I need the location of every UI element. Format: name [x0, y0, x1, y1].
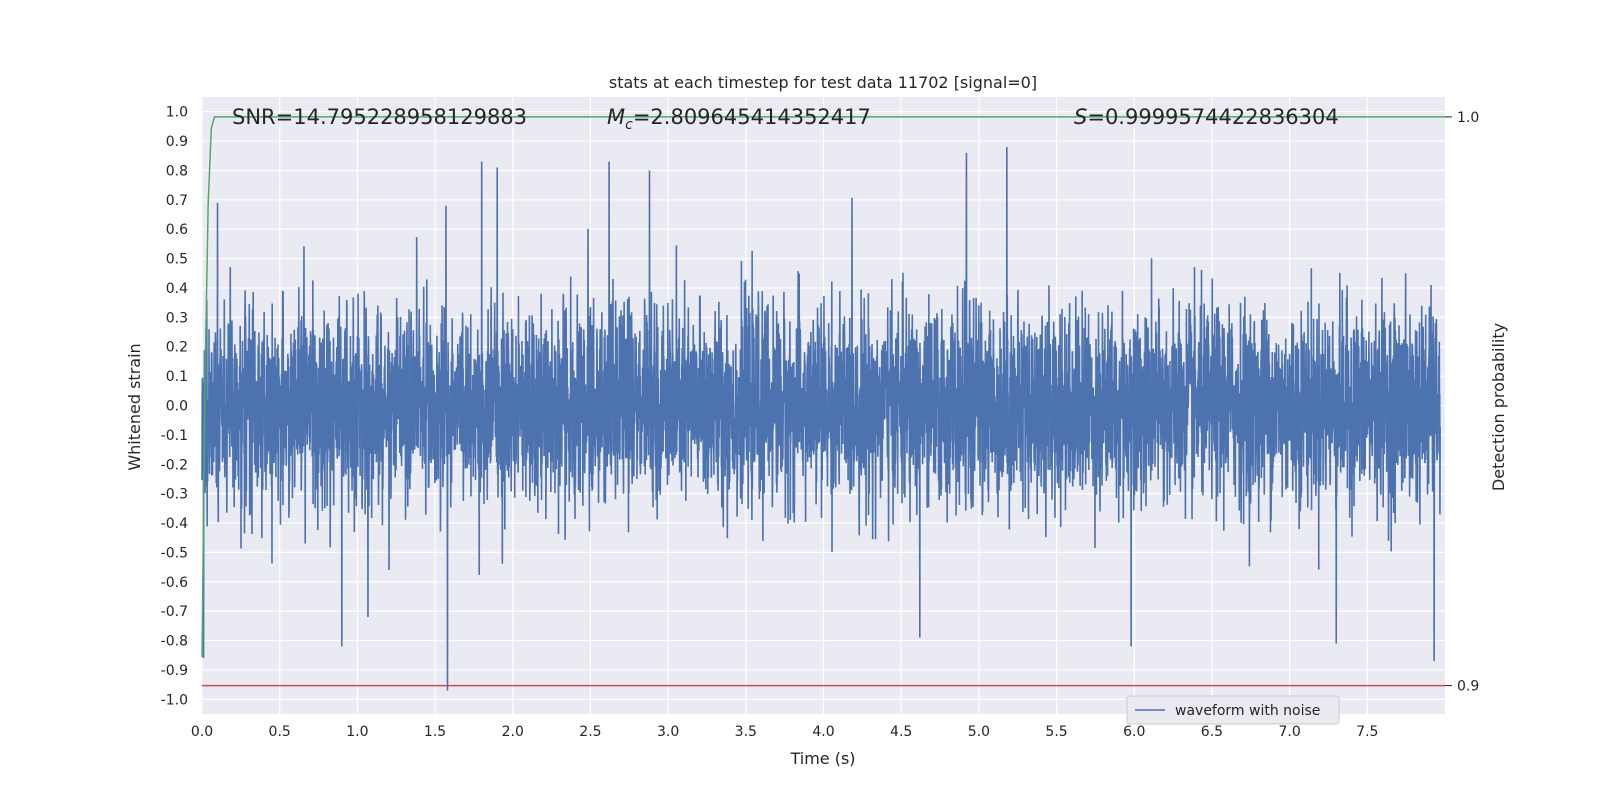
y-tick-label: -0.6 — [161, 575, 188, 591]
series-line-detection-probability — [201, 116, 1445, 658]
y-tick-label: 0.2 — [166, 340, 188, 356]
y-axis-ticks: 1.0 0.9 0.8 0.7 0.6 0.5 0.4 0.3 0.2 0.1 0.0 -0.1 -0.… — [161, 105, 188, 709]
y-tick-label: 0.1 — [166, 369, 188, 385]
y-tick-label: -0.9 — [161, 663, 188, 679]
x-tick-label: 4.0 — [812, 724, 834, 740]
y2-tick-label: 1.0 — [1457, 110, 1479, 126]
x-tick-label: 7.5 — [1356, 724, 1378, 740]
x-tick-label: 2.5 — [579, 724, 601, 740]
y-tick-label: 0.7 — [166, 193, 188, 209]
y2-axis-label: Detection probability — [1489, 323, 1508, 491]
y-tick-label: -0.1 — [161, 428, 188, 444]
y-tick-label: 0.6 — [166, 222, 188, 238]
y-tick-label: -0.8 — [161, 634, 188, 650]
x-tick-label: 6.0 — [1123, 724, 1145, 740]
y-tick-label: 0.5 — [166, 252, 188, 268]
x-tick-label: 0.0 — [191, 724, 213, 740]
x-axis-label: Time (s) — [789, 749, 855, 768]
x-tick-label: 0.5 — [269, 724, 291, 740]
x-tick-label: 1.5 — [424, 724, 446, 740]
x-tick-label: 1.0 — [346, 724, 368, 740]
chart-title: stats at each timestep for test data 117… — [609, 73, 1037, 92]
y-tick-label: -0.3 — [161, 487, 188, 503]
y-tick-label: -0.7 — [161, 604, 188, 620]
chirp-mass-annotation: Mc=2.809645414352417 — [607, 105, 871, 133]
y-tick-label: -0.2 — [161, 457, 188, 473]
y2-axis-ticks: 1.0 0.9 — [1445, 110, 1479, 695]
y-tick-label: 0.0 — [166, 399, 188, 415]
y-tick-label: 1.0 — [166, 105, 188, 121]
y-tick-label: 0.4 — [166, 281, 188, 297]
x-tick-label: 3.5 — [735, 724, 757, 740]
x-tick-label: 5.5 — [1045, 724, 1067, 740]
y-tick-label: 0.3 — [166, 310, 188, 326]
score-annotation: S=0.9999574422836304 — [1074, 105, 1339, 129]
y-tick-label: 0.9 — [166, 134, 188, 150]
x-tick-label: 7.0 — [1278, 724, 1300, 740]
legend: waveform with noise — [1126, 695, 1340, 725]
x-tick-label: 6.5 — [1201, 724, 1223, 740]
snr-annotation: SNR=14.795228958129883 — [232, 105, 527, 129]
x-tick-label: 2.0 — [502, 724, 524, 740]
legend-label: waveform with noise — [1175, 703, 1320, 719]
y-tick-label: -0.4 — [161, 516, 188, 532]
series-line-waveform — [201, 146, 1442, 691]
x-tick-label: 4.5 — [890, 724, 912, 740]
y-axis-label: Whitened strain — [125, 343, 144, 470]
y-tick-label: -0.5 — [161, 545, 188, 561]
x-tick-label: 3.0 — [657, 724, 679, 740]
y2-tick-label: 0.9 — [1457, 679, 1479, 695]
x-axis-ticks: 0.0 0.5 1.0 1.5 2.0 2.5 3.0 3.5 4.0 4.5 5.0 5.5 6.0 6… — [191, 724, 1379, 740]
y-tick-label: -1.0 — [161, 692, 188, 708]
x-tick-label: 5.0 — [968, 724, 990, 740]
y-tick-label: 0.8 — [166, 163, 188, 179]
